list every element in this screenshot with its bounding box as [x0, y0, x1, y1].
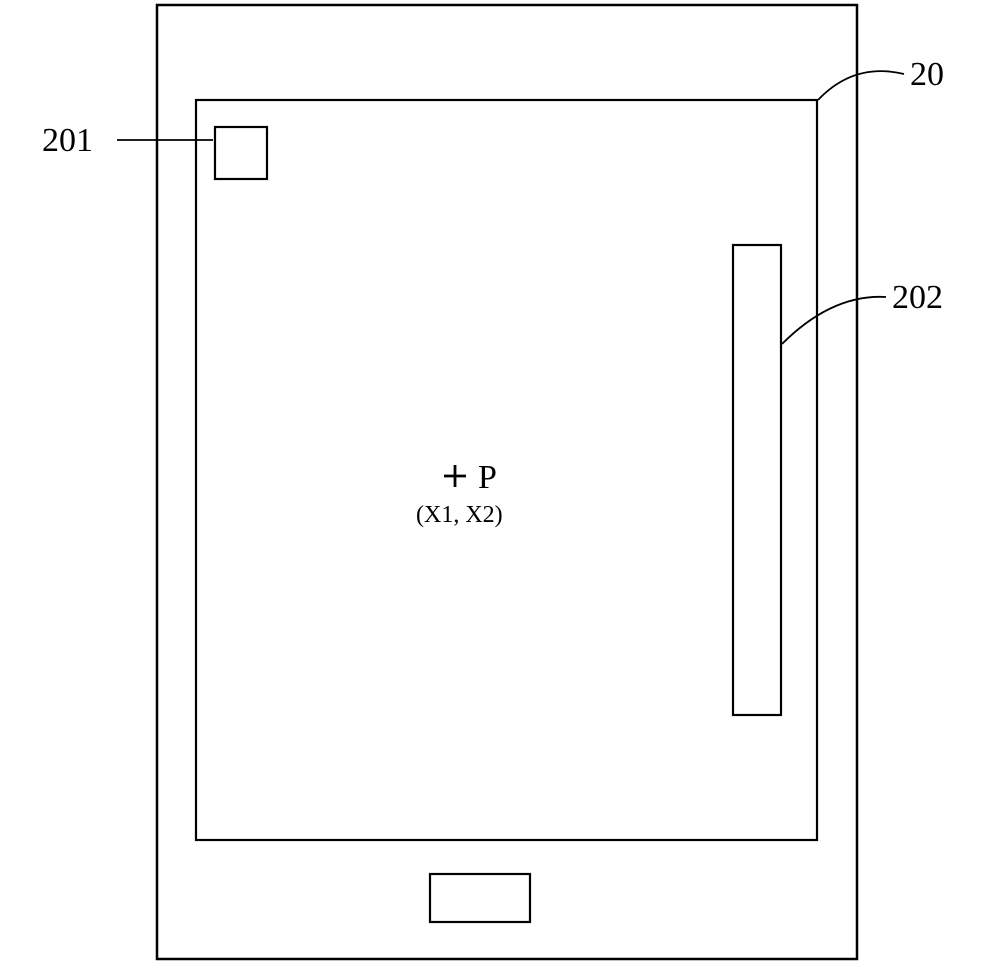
screen-area	[196, 100, 817, 840]
callout-201-label: 201	[42, 122, 93, 159]
callout-20-leader	[818, 71, 904, 100]
device-body	[157, 5, 857, 959]
point-p-cross-icon	[444, 465, 466, 487]
callout-202-label: 202	[892, 279, 943, 316]
right-slider	[733, 245, 781, 715]
point-p-coords: (X1, X2)	[416, 502, 503, 528]
callout-20-label: 20	[910, 56, 944, 93]
home-button	[430, 874, 530, 922]
top-left-box	[215, 127, 267, 179]
diagram-canvas: P (X1, X2) 20 201 202	[0, 0, 1000, 971]
callout-202-leader	[782, 297, 886, 344]
point-p-label: P	[478, 459, 497, 496]
